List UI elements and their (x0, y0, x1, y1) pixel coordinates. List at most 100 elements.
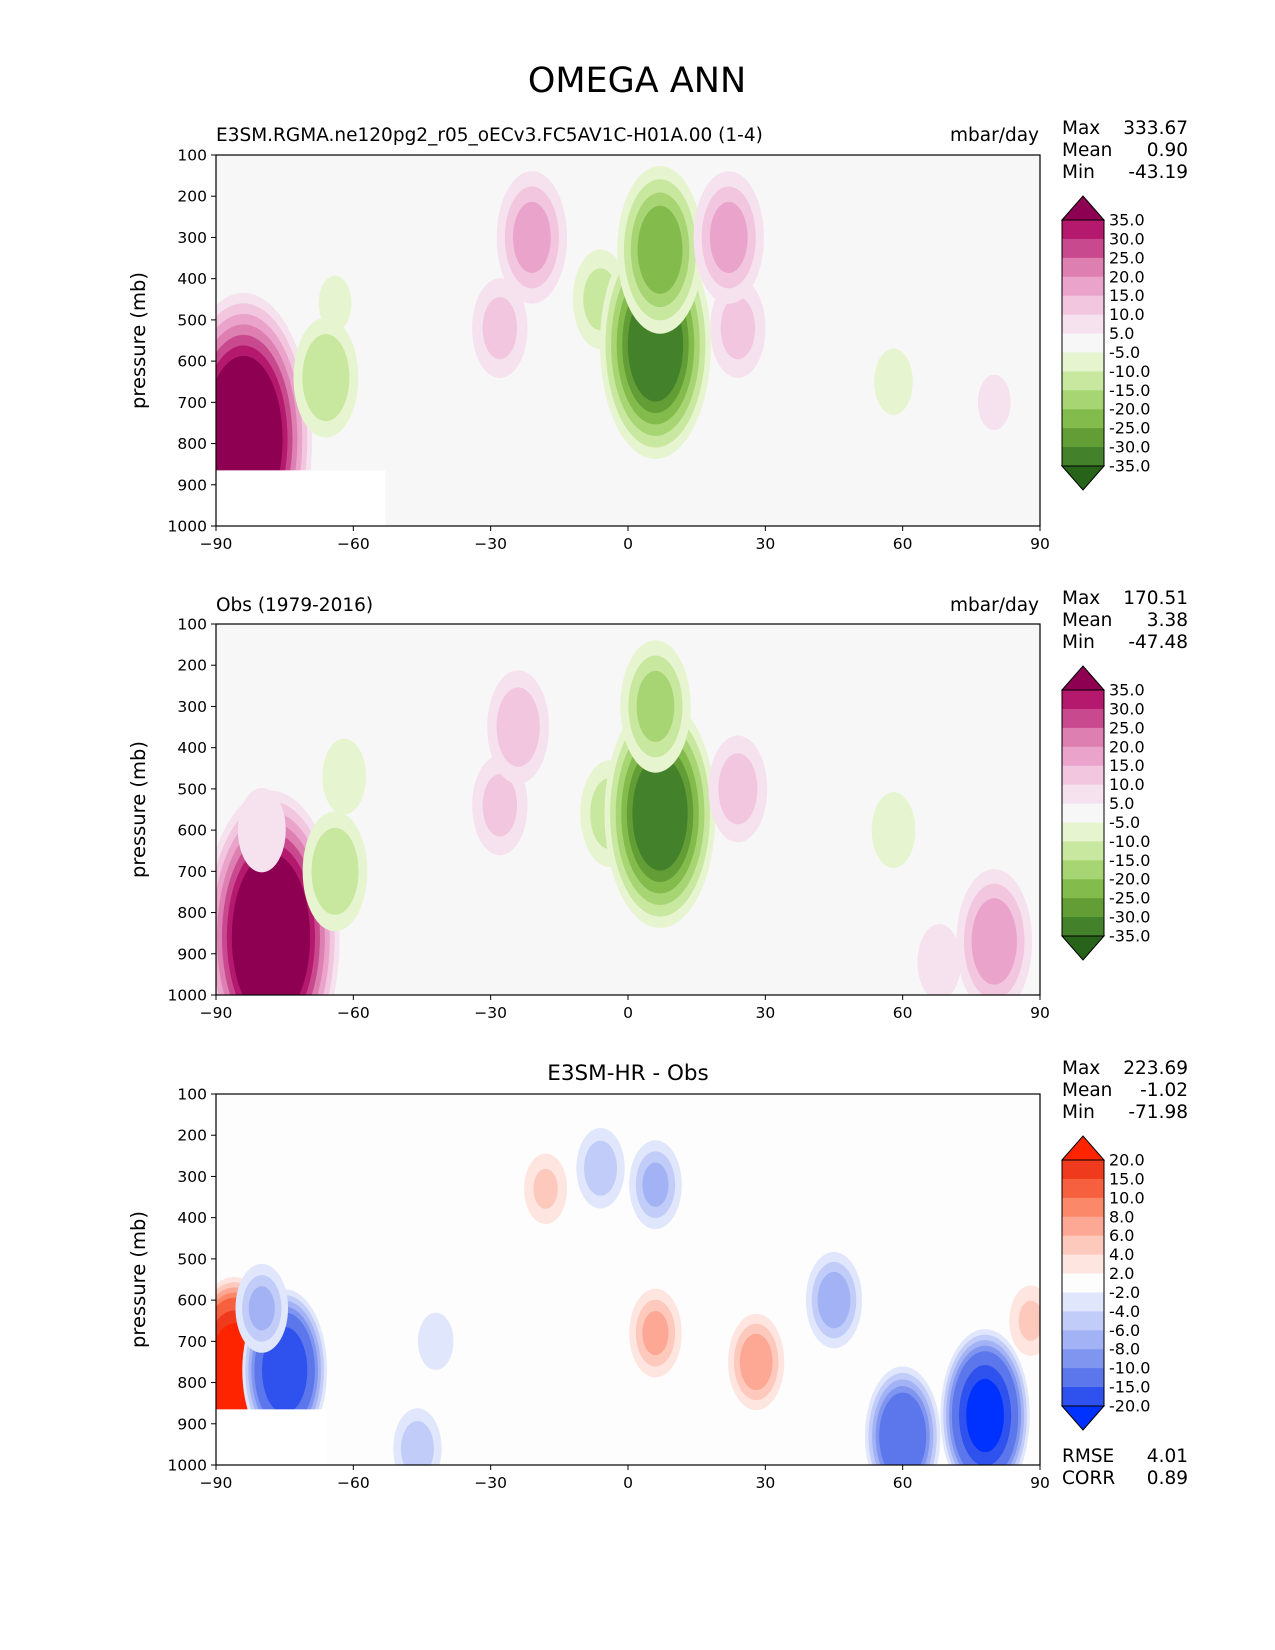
contour-feature (956, 869, 1033, 995)
figure-title: OMEGA ANN (528, 61, 746, 101)
contour-level (871, 792, 916, 869)
contour-feature (708, 735, 768, 843)
colorbar-label: 20.0 (1109, 737, 1145, 756)
colorbar-band (1062, 860, 1104, 880)
colorbar-extend-min (1060, 1405, 1106, 1431)
contour-feature (322, 738, 366, 815)
y-axis-label: pressure (mb) (127, 741, 150, 878)
contour-level (817, 1271, 851, 1329)
colorbar-label: 35.0 (1109, 681, 1145, 700)
x-tick-label: 30 (755, 1474, 775, 1492)
colorbar-band (1062, 765, 1104, 786)
contour-level (718, 753, 758, 825)
stat-mean-label: Mean (1062, 140, 1112, 161)
y-tick-label: 900 (177, 1415, 207, 1433)
y-tick-label: 300 (177, 1168, 207, 1186)
missing-data-region (216, 1409, 326, 1465)
colorbar-label: 35.0 (1109, 211, 1145, 230)
contour-feature (940, 1329, 1030, 1465)
y-tick-label: 1000 (168, 987, 207, 1005)
contour-level (874, 348, 913, 415)
y-tick-label: 700 (177, 394, 207, 412)
colorbar-label: -25.0 (1109, 889, 1150, 908)
contour-feature (871, 792, 916, 869)
colorbar-label: -5.0 (1109, 813, 1140, 832)
contour-level (237, 787, 286, 873)
colorbar-label: 20.0 (1109, 1151, 1145, 1170)
contour-level (637, 205, 683, 294)
colorbar-label: -4.0 (1109, 1302, 1140, 1321)
colorbar-label: 10.0 (1109, 1188, 1145, 1207)
colorbar-label: -30.0 (1109, 438, 1150, 457)
x-tick-label: 60 (893, 535, 913, 553)
metrics-block: RMSE 4.01 CORR 0.89 (1062, 1446, 1188, 1489)
colorbar-band (1062, 727, 1104, 748)
stat-min-label: Min (1062, 632, 1095, 653)
colorbar-band (1062, 803, 1104, 823)
stat-min-value: -71.98 (1128, 1102, 1188, 1123)
colorbar-label: -15.0 (1109, 381, 1150, 400)
contour-feature (496, 171, 568, 304)
x-tick-label: 60 (893, 1004, 913, 1022)
colorbar-label: -20.0 (1109, 1397, 1150, 1416)
contour-level (966, 1378, 1004, 1453)
colorbar-band (1062, 1254, 1104, 1274)
contour-feature (617, 165, 703, 334)
contour-level (636, 670, 675, 743)
contour-level (231, 853, 311, 995)
contour-feature (864, 1366, 941, 1465)
x-tick-label: 0 (623, 535, 633, 553)
colorbar-band (1062, 708, 1104, 729)
y-tick-label: 700 (177, 863, 207, 881)
x-tick-label: −90 (200, 535, 233, 553)
colorbar-band (1062, 428, 1104, 448)
colorbar-label: -15.0 (1109, 851, 1150, 870)
colorbar-label: 30.0 (1109, 699, 1145, 718)
contour-feature (728, 1313, 785, 1411)
y-tick-label: 300 (177, 229, 207, 247)
y-tick-label: 400 (177, 739, 207, 757)
contour-feature (629, 1140, 682, 1230)
stat-mean-label: Mean (1062, 610, 1112, 631)
x-tick-label: −90 (200, 1004, 233, 1022)
panel-units: mbar/day (950, 125, 1039, 146)
x-tick-label: −60 (337, 535, 370, 553)
y-tick-label: 100 (177, 147, 207, 165)
contour-level (262, 1326, 308, 1414)
contour-level (584, 1140, 618, 1196)
y-tick-label: 700 (177, 1333, 207, 1351)
x-tick-label: 0 (623, 1004, 633, 1022)
colorbar-label: 5.0 (1109, 324, 1134, 343)
contour-feature (293, 317, 359, 438)
contour-level (739, 1333, 773, 1391)
colorbar-label: 25.0 (1109, 248, 1145, 267)
colorbar-label: 8.0 (1109, 1207, 1134, 1226)
x-tick-label: −30 (474, 1004, 507, 1022)
contour-feature (302, 811, 368, 932)
colorbar-extend-min (1060, 465, 1106, 491)
colorbar-label: -8.0 (1109, 1340, 1140, 1359)
colorbar-label: 30.0 (1109, 229, 1145, 248)
colorbar-band (1062, 822, 1104, 842)
colorbar-label: -20.0 (1109, 870, 1150, 889)
x-tick-label: 60 (893, 1474, 913, 1492)
contour-level (512, 201, 551, 274)
panel-obs: Obs (1979-2016) mbar/day Max 170.51 Mean… (127, 588, 1188, 1022)
y-tick-label: 200 (177, 1127, 207, 1145)
colorbar-band (1062, 257, 1104, 278)
x-tick-label: 30 (755, 1004, 775, 1022)
contour-level (400, 1421, 434, 1465)
contour-level (720, 297, 756, 360)
corr-value: 0.89 (1147, 1468, 1188, 1489)
stat-min-label: Min (1062, 162, 1095, 183)
y-tick-label: 900 (177, 476, 207, 494)
stat-max-value: 223.69 (1123, 1058, 1188, 1079)
y-tick-label: 1000 (168, 518, 207, 536)
contour-level (302, 334, 350, 422)
contour-feature (487, 670, 550, 784)
colorbar-band (1062, 1330, 1104, 1350)
x-tick-label: −30 (474, 1474, 507, 1492)
colorbar-band (1062, 1178, 1104, 1199)
panel-title: Obs (1979-2016) (216, 595, 373, 616)
contour-feature (235, 1263, 289, 1353)
